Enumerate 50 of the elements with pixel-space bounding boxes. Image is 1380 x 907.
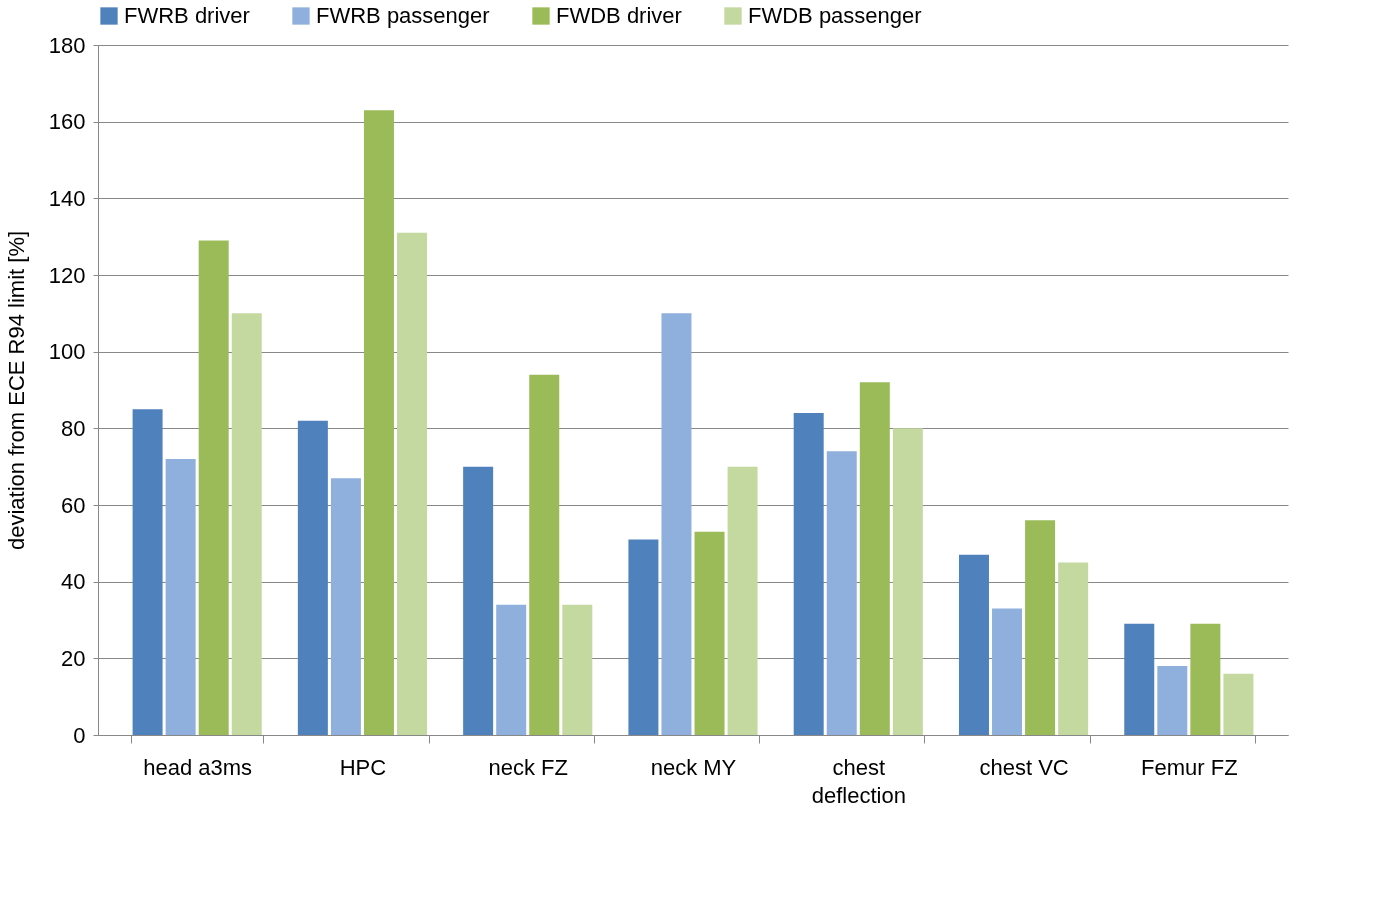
x-tick-label: HPC (339, 754, 387, 780)
x-tick-label: neck FZ (488, 754, 568, 780)
bar (727, 466, 758, 735)
x-tick-label: chest deflection (811, 754, 906, 808)
y-tick-label: 20 (61, 645, 86, 671)
y-tick-label: 0 (73, 722, 86, 748)
legend-label: FWRB driver (124, 3, 250, 28)
bar (463, 466, 494, 735)
bar (826, 451, 857, 735)
x-tick-label: Femur FZ (1141, 754, 1238, 780)
y-tick-label: 120 (48, 262, 86, 288)
y-tick-label: 40 (61, 569, 86, 595)
bar (694, 531, 725, 735)
bar (529, 374, 560, 735)
bar (1190, 623, 1221, 735)
bar (1025, 520, 1056, 735)
y-tick-label: 80 (61, 415, 86, 441)
bar (793, 413, 824, 735)
bar (1223, 673, 1254, 735)
x-tick-label: neck MY (650, 754, 737, 780)
bar (496, 604, 527, 735)
y-tick-label: 60 (61, 492, 86, 518)
legend-label: FWRB passenger (316, 3, 490, 28)
bar (661, 313, 692, 735)
legend-label: FWDB passenger (748, 3, 922, 28)
legend-label: FWDB driver (556, 3, 682, 28)
y-tick-label: 160 (48, 109, 86, 135)
bar (859, 382, 890, 735)
bar (562, 604, 593, 735)
bar (330, 478, 361, 735)
y-tick-label: 140 (48, 185, 86, 211)
y-axis-title: deviation from ECE R94 limit [%] (3, 230, 29, 551)
bar (363, 110, 394, 735)
bar (1058, 562, 1089, 735)
bar (165, 459, 196, 735)
bar (892, 428, 923, 735)
y-tick-label: 180 (48, 32, 86, 58)
bar (1157, 666, 1188, 735)
bar (958, 554, 989, 735)
y-tick-label: 100 (48, 339, 86, 365)
x-tick-label: chest VC (979, 754, 1069, 780)
bar (1124, 623, 1155, 735)
bar (397, 232, 428, 735)
bar (231, 313, 262, 735)
bar (628, 539, 659, 735)
x-tick-label: head a3ms (143, 754, 253, 780)
bar (198, 240, 229, 735)
bar (297, 420, 328, 735)
bar (992, 608, 1023, 735)
bar (132, 409, 163, 735)
